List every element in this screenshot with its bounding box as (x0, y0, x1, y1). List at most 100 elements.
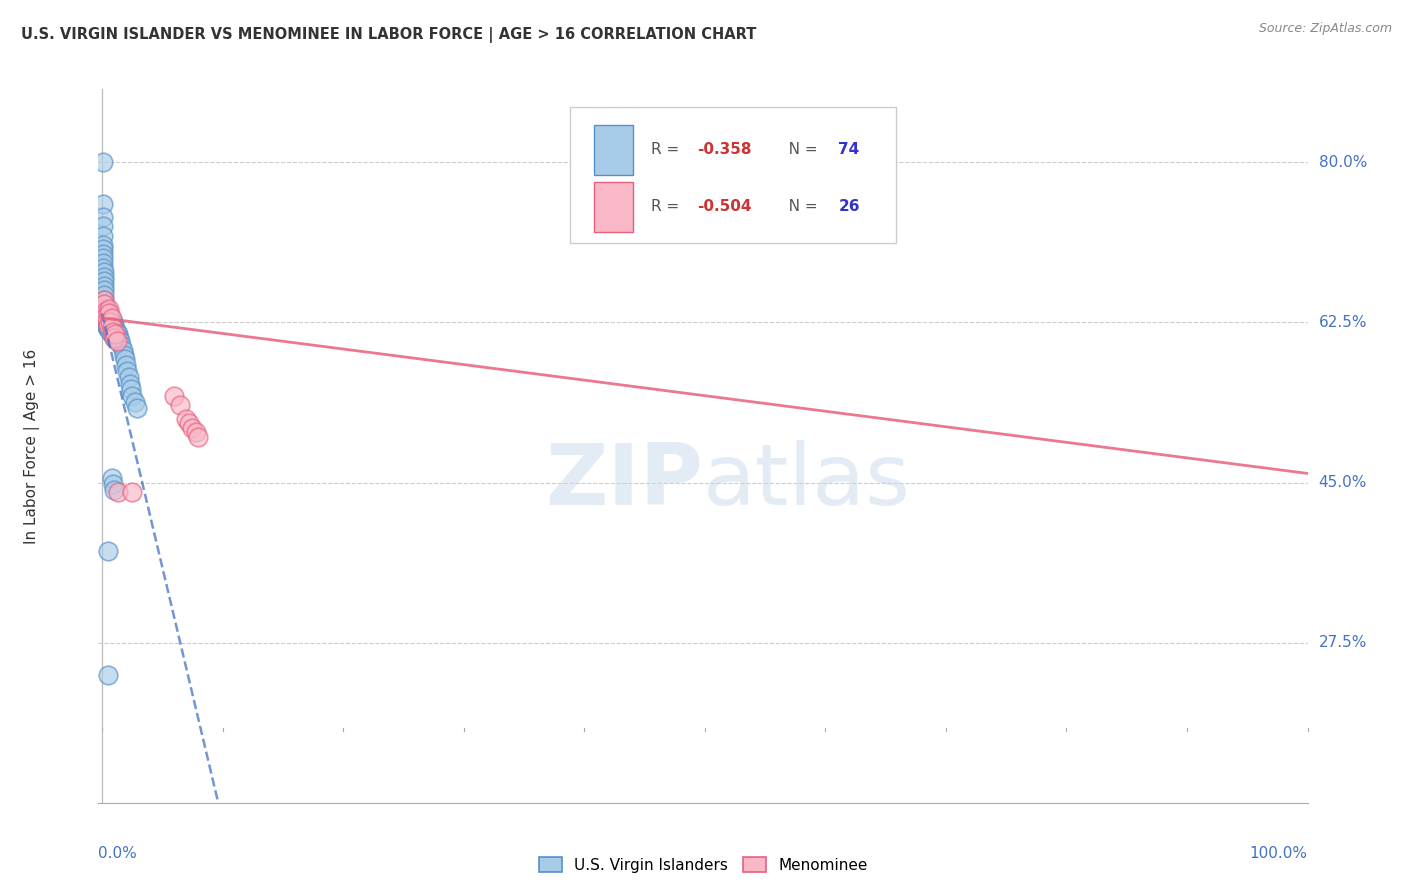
Point (91, 301, 114, 316)
FancyBboxPatch shape (569, 107, 897, 243)
Point (91, 256, 114, 270)
Text: N =: N = (775, 200, 823, 214)
Point (94, 310, 117, 325)
Point (187, 430, 209, 444)
Bar (595, 125, 633, 175)
Point (104, 322, 127, 336)
Point (96, 312, 118, 326)
Point (177, 416, 200, 430)
Point (118, 376, 141, 391)
Point (100, 320, 122, 334)
Text: 100.0%: 100.0% (1250, 846, 1308, 861)
Point (101, 316, 124, 330)
Point (105, 331, 128, 345)
Point (108, 331, 131, 345)
Point (176, 411, 198, 425)
Point (103, 331, 125, 345)
Point (91, 242, 114, 256)
Point (117, 364, 139, 378)
Text: 45.0%: 45.0% (1319, 475, 1367, 490)
Point (98, 306, 121, 320)
Point (100, 310, 122, 325)
Point (103, 325, 125, 339)
Point (96, 306, 118, 320)
Point (96, 310, 118, 325)
Point (91, 228, 114, 243)
Point (100, 320, 122, 334)
Point (108, 334, 131, 348)
Point (91, 252, 114, 266)
Text: N =: N = (775, 143, 823, 157)
Point (181, 420, 204, 434)
Point (107, 327, 129, 342)
Point (100, 312, 122, 326)
Point (117, 370, 139, 384)
Point (101, 477, 124, 491)
Point (91, 237, 114, 252)
Point (101, 325, 124, 339)
Point (98, 316, 121, 330)
Point (105, 325, 128, 339)
Point (96, 320, 118, 334)
Point (100, 310, 122, 325)
Point (104, 329, 127, 343)
Text: -0.358: -0.358 (697, 143, 751, 157)
Point (100, 316, 122, 330)
Point (100, 325, 122, 339)
Point (97, 318, 120, 333)
Point (91, 155, 114, 169)
Point (111, 343, 134, 357)
Point (94, 318, 117, 333)
Point (94, 316, 117, 330)
Point (93, 279, 115, 293)
Text: R =: R = (651, 143, 685, 157)
Legend: U.S. Virgin Islanders, Menominee: U.S. Virgin Islanders, Menominee (538, 857, 868, 872)
Point (97, 667, 120, 681)
Point (94, 309, 117, 323)
Point (94, 301, 117, 316)
Text: 26: 26 (838, 200, 860, 214)
Point (98, 322, 121, 336)
Text: atlas: atlas (703, 440, 911, 524)
Text: In Labor Force | Age > 16: In Labor Force | Age > 16 (24, 349, 39, 543)
Point (91, 247, 114, 261)
Point (112, 347, 135, 361)
Text: U.S. VIRGIN ISLANDER VS MENOMINEE IN LABOR FORCE | AGE > 16 CORRELATION CHART: U.S. VIRGIN ISLANDER VS MENOMINEE IN LAB… (21, 27, 756, 43)
Text: -0.504: -0.504 (697, 200, 751, 214)
Point (184, 425, 207, 440)
Point (121, 389, 143, 403)
Point (96, 316, 118, 330)
Point (101, 322, 124, 336)
Point (93, 284, 115, 298)
Text: Source: ZipAtlas.com: Source: ZipAtlas.com (1258, 22, 1392, 36)
Point (114, 352, 136, 367)
Point (91, 219, 114, 234)
Text: R =: R = (651, 200, 685, 214)
Point (100, 471, 122, 485)
Point (91, 306, 114, 320)
Point (97, 318, 120, 333)
Point (93, 293, 115, 307)
Point (107, 484, 129, 499)
Point (104, 327, 127, 342)
Point (93, 265, 115, 279)
Point (163, 389, 186, 403)
Point (110, 338, 132, 352)
Point (97, 544, 120, 558)
Point (93, 297, 115, 311)
Point (98, 301, 121, 316)
Point (96, 301, 118, 316)
Point (94, 306, 117, 320)
Point (93, 269, 115, 284)
Point (97, 312, 120, 326)
Point (91, 260, 114, 275)
Text: 27.5%: 27.5% (1319, 635, 1367, 650)
Point (97, 306, 120, 320)
Point (94, 303, 117, 318)
Point (120, 382, 142, 396)
Point (97, 322, 120, 336)
Point (103, 318, 125, 333)
Text: 74: 74 (838, 143, 859, 157)
Point (94, 313, 117, 327)
Point (98, 306, 121, 320)
